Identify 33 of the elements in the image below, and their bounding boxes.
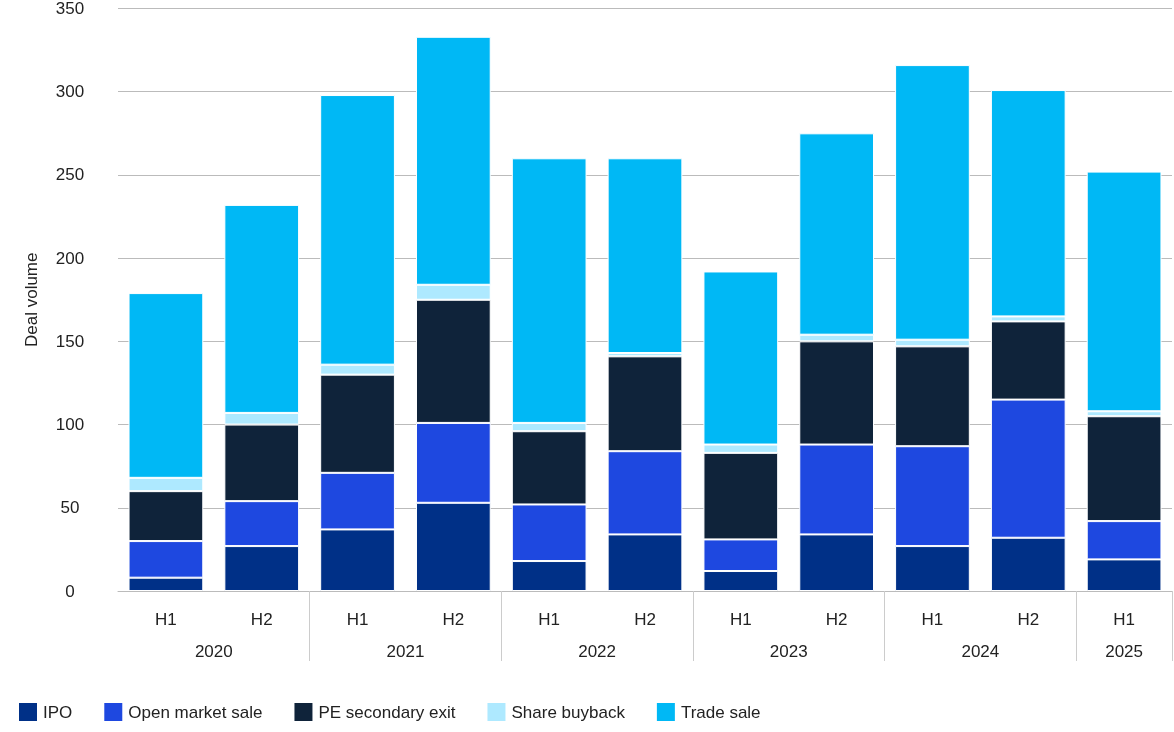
x-tick-label: H2 — [634, 610, 656, 629]
y-tick-label: 50 — [60, 498, 80, 518]
x-tick-label: H1 — [921, 610, 944, 629]
x-tick-label: H2 — [825, 610, 848, 629]
text: 2020 — [194, 642, 233, 661]
legend-label: Share buyback — [511, 702, 626, 722]
y-tick-label: 100 — [55, 415, 85, 435]
text: 2021 — [386, 642, 425, 661]
y-tick-label: 0 — [65, 581, 75, 601]
bar — [1086, 171, 1162, 412]
x-tick-label: H1 — [1113, 610, 1135, 629]
legend-label: Open market sale — [128, 702, 263, 722]
x-tick-label: H2 — [250, 610, 273, 629]
y-tick-label: 300 — [55, 82, 85, 102]
y-tick-label: 350 — [55, 0, 85, 18]
text: 2023 — [769, 642, 808, 661]
bar — [607, 158, 683, 354]
text: 2022 — [578, 642, 616, 661]
text: 2025 — [1105, 642, 1144, 661]
y-tick-label: 150 — [55, 331, 85, 351]
legend-label: Trade sale — [680, 702, 761, 722]
x-tick-label: H1 — [346, 610, 369, 629]
legend-label: PE secondary exit — [318, 702, 456, 722]
x-tick-label: H1 — [155, 610, 177, 629]
x-tick-label: H1 — [538, 610, 561, 629]
x-tick-label: H1 — [729, 610, 752, 629]
text: 2024 — [961, 642, 1000, 661]
x-tick-label: H2 — [442, 610, 465, 629]
y-tick-label: 250 — [55, 165, 85, 185]
y-tick-label: 200 — [55, 248, 85, 268]
y-axis-title: Deal volume — [22, 252, 41, 347]
x-tick-label: H2 — [1017, 610, 1040, 629]
legend-label: IPO — [43, 702, 73, 722]
